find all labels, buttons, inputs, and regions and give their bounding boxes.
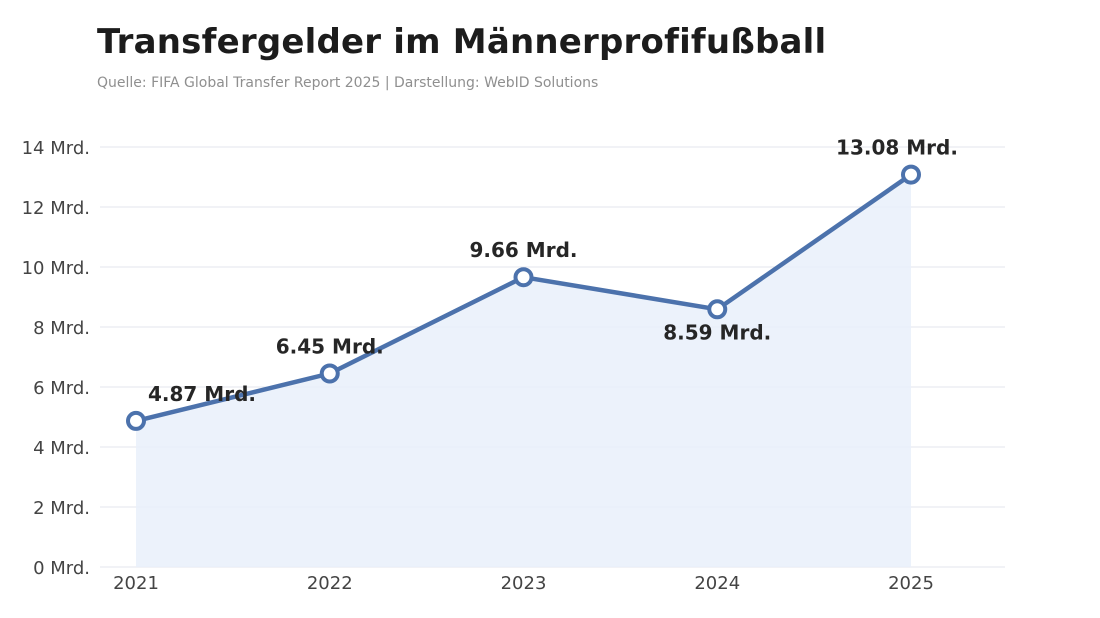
- data-label: 13.08 Mrd.: [836, 136, 958, 160]
- y-tick-label: 8 Mrd.: [33, 318, 90, 339]
- data-point-marker: [513, 267, 534, 288]
- data-point-marker: [319, 363, 340, 384]
- data-label: 9.66 Mrd.: [470, 238, 578, 262]
- data-point-marker: [707, 299, 728, 320]
- chart-title: Transfergelder im Männerprofifußball: [97, 22, 827, 62]
- point-markers: [126, 164, 921, 431]
- y-tick-label: 12 Mrd.: [22, 198, 90, 219]
- x-axis-tick-labels: 2021 2022 2023 2024 2025: [113, 573, 934, 594]
- area-fill-layer: [136, 174, 911, 567]
- area-fill: [136, 174, 911, 567]
- y-tick-label: 6 Mrd.: [33, 378, 90, 399]
- x-tick-label: 2021: [113, 573, 159, 594]
- x-tick-label: 2022: [307, 573, 353, 594]
- chart-source-note: Quelle: FIFA Global Transfer Report 2025…: [97, 75, 599, 91]
- x-tick-label: 2025: [888, 573, 934, 594]
- y-tick-label: 4 Mrd.: [33, 438, 90, 459]
- y-tick-label: 2 Mrd.: [33, 498, 90, 519]
- data-labels: 4.87 Mrd. 6.45 Mrd. 9.66 Mrd. 8.59 Mrd. 13.0…: [148, 136, 958, 406]
- data-point-marker: [901, 164, 921, 185]
- y-axis-tick-labels: 0 Mrd. 2 Mrd. 4 Mrd. 6 Mrd. 8 Mrd. 10 Mrd. 12 …: [22, 138, 90, 579]
- y-tick-label: 0 Mrd.: [33, 558, 90, 579]
- data-label: 4.87 Mrd.: [148, 382, 256, 406]
- data-point-marker: [126, 410, 146, 431]
- y-tick-label: 10 Mrd.: [22, 258, 90, 279]
- data-label: 6.45 Mrd.: [276, 335, 384, 359]
- data-label: 8.59 Mrd.: [663, 320, 771, 344]
- x-tick-label: 2023: [501, 573, 547, 594]
- x-tick-label: 2024: [694, 573, 740, 594]
- y-tick-label: 14 Mrd.: [22, 138, 90, 159]
